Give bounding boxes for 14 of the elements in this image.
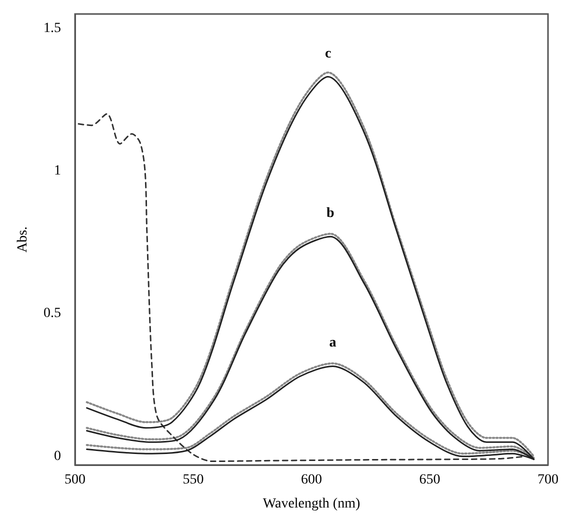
y-tick-label: 0 [54, 448, 61, 464]
y-tick-label: 1 [54, 163, 61, 178]
x-tick-label: 600 [301, 472, 322, 488]
x-tick-label: 700 [538, 472, 558, 488]
y-tick-label: 0.5 [44, 306, 61, 322]
series-label: b [326, 206, 335, 222]
x-tick-label: 650 [419, 472, 440, 488]
x-axis-title: Wavelength (nm) [262, 496, 360, 512]
y-axis-title: Abs. [16, 226, 30, 253]
x-tick-label: 500 [64, 472, 86, 488]
series-label: c [324, 46, 332, 62]
x-tick-label: 550 [182, 472, 204, 488]
y-tick-label: 1.5 [44, 20, 61, 36]
series-label: a [329, 336, 336, 351]
